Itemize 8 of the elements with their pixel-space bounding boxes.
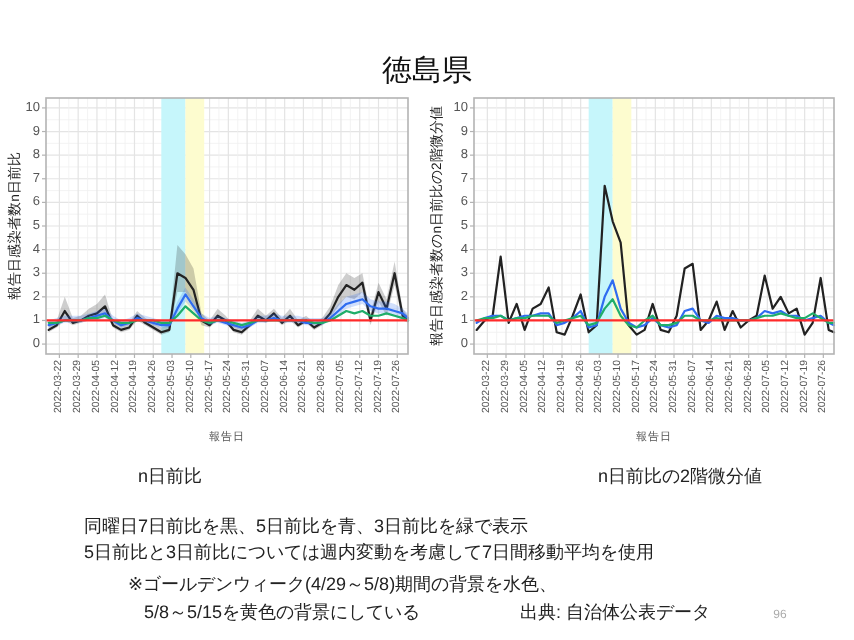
text: 5日前比と3日前比については週内変動を考慮して7日間移動平均を使用 [84,542,655,562]
text: ※ゴールデンウィーク(4/29～5/8)期間の背景を水色、 [128,574,558,594]
text: 5/8～5/15を黄色の背景にしている [144,602,421,622]
text: n日前比の2階微分値 [597,466,763,486]
source-note: 出典: 自治体公表データ [520,602,711,622]
chart-title: 徳島県 [382,54,472,88]
text: 同曜日7日前比を黒、5日前比を青、3日前比を緑で表示 [84,516,529,536]
text: n日前比 [137,466,203,486]
